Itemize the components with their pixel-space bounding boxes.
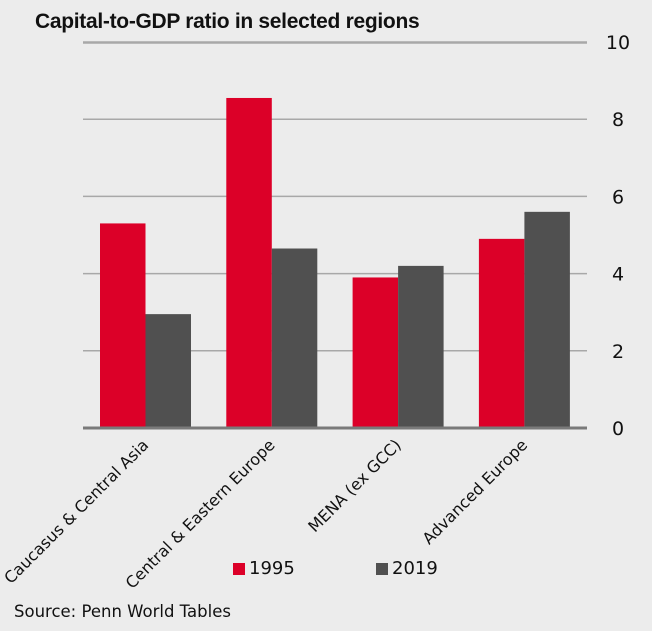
x-tick-label-2: MENA (ex GCC): [304, 435, 405, 536]
legend-item-1995: 1995: [233, 558, 295, 579]
legend-swatch-2019: [376, 562, 388, 575]
bar-2019-1: [271, 248, 318, 428]
legend-label-1995: 1995: [249, 558, 295, 579]
x-tick-label-0: Caucasus & Central Asia: [0, 435, 152, 587]
source-note: Source: Penn World Tables: [14, 602, 231, 621]
bar-2019-0: [145, 314, 191, 428]
legend-swatch-1995: [233, 562, 245, 575]
y-tick-label-4: 4: [612, 264, 624, 286]
x-tick-label-3: Advanced Europe: [419, 435, 532, 548]
chart-title: Capital-to-GDP ratio in selected regions: [35, 10, 420, 33]
y-tick-label-2: 2: [612, 341, 624, 363]
y-tick-label-10: 10: [606, 32, 630, 54]
legend-label-2019: 2019: [392, 558, 438, 579]
y-tick-label-8: 8: [612, 109, 624, 131]
bar-1995-1: [226, 97, 272, 428]
bar-2019-2: [398, 265, 444, 428]
legend-item-2019: 2019: [376, 558, 438, 579]
bar-1995-3: [478, 238, 525, 428]
y-tick-label-6: 6: [612, 186, 624, 208]
bar-1995-2: [352, 277, 399, 428]
y-tick-label-0: 0: [612, 418, 624, 440]
bar-2019-3: [524, 211, 570, 428]
bar-1995-0: [100, 223, 146, 428]
